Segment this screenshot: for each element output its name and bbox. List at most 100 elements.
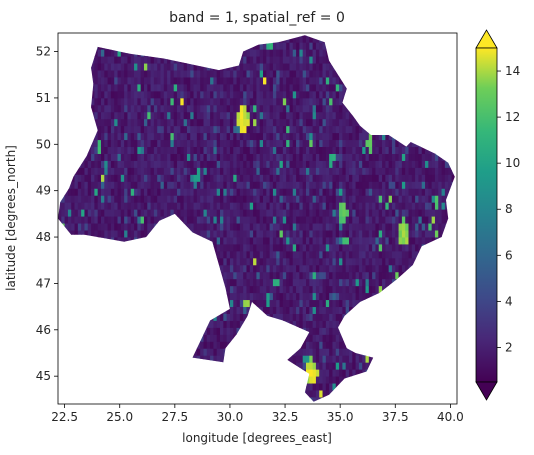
raster-cell [345,250,350,259]
raster-cell [223,146,228,154]
raster-cell [332,209,337,217]
raster-cell [210,181,214,189]
raster-cell [160,188,165,196]
raster-cell [226,90,231,99]
raster-cell [87,153,92,161]
raster-cell [309,153,314,161]
raster-cell [190,63,194,71]
raster-cell [322,90,327,99]
raster-cell [236,195,241,203]
raster-cell [332,292,337,301]
raster-cell [143,139,148,148]
raster-cell [114,230,118,238]
raster-cell [253,216,257,224]
raster-cell [117,63,122,71]
raster-cell [233,125,237,134]
raster-cell [272,250,277,259]
raster-cell [322,278,327,287]
raster-cell [355,362,360,370]
raster-cell [223,118,228,127]
raster-cell [220,153,224,161]
raster-cell [289,77,294,85]
raster-cell [157,160,161,168]
raster-cell [167,77,171,85]
raster-cell [157,70,161,78]
raster-cell [339,104,343,113]
raster-cell [332,118,337,127]
raster-cell [309,390,314,398]
raster-cell [124,209,128,217]
raster-cell [276,84,280,92]
raster-cell [216,160,221,168]
raster-cell [243,63,247,71]
raster-cell [332,362,337,370]
raster-cell [302,299,307,308]
raster-cell [266,292,271,301]
raster-cell [292,306,297,314]
raster-cell [246,139,251,148]
raster-cell [173,153,178,161]
raster-cell [153,181,158,189]
raster-cell [348,230,353,238]
raster-cell [259,223,264,231]
raster-cell [74,181,79,189]
raster-cell [329,376,333,384]
raster-cell [186,202,191,210]
raster-cell [183,70,188,78]
raster-cell [335,257,340,266]
raster-cell [332,181,337,189]
raster-cell [272,174,277,182]
raster-cell [322,223,327,231]
raster-cell [279,174,284,182]
raster-cell [140,63,145,71]
raster-cell [312,49,317,57]
raster-cell [289,146,294,154]
raster-cell [315,167,320,175]
raster-cell [233,63,237,71]
raster-cell [239,195,244,203]
raster-cell [229,271,234,280]
raster-cell [299,299,304,308]
raster-cell [223,313,228,321]
raster-cell [269,278,274,287]
raster-cell [279,63,284,71]
raster-cell [289,299,294,308]
raster-cell [309,299,314,308]
raster-cell [263,160,267,168]
raster-cell [256,181,261,189]
raster-cell [137,230,142,238]
raster-cell [229,77,234,85]
raster-cell [124,49,128,57]
raster-cell [110,153,115,161]
raster-cell [233,209,237,217]
raster-cell [71,202,75,210]
raster-cell [249,216,254,224]
raster-cell [200,181,204,189]
raster-cell [306,160,310,168]
raster-cell [186,132,191,141]
raster-cell [315,139,320,148]
raster-cell [345,278,350,287]
raster-cell [306,118,310,127]
raster-cell [319,334,323,342]
raster-cell [289,202,294,210]
raster-cell [114,195,118,203]
raster-cell [206,188,211,196]
raster-cell [87,188,92,196]
raster-cell [130,84,135,92]
raster-cell [213,320,218,328]
raster-cell [117,56,122,64]
raster-cell [120,174,125,182]
raster-cell [190,146,194,154]
raster-cell [315,209,320,217]
raster-cell [315,313,320,321]
raster-cell [279,153,284,161]
raster-cell [253,97,257,106]
raster-cell [177,84,181,92]
raster-cell [137,139,142,148]
raster-cell [249,167,254,175]
raster-cell [259,202,264,210]
raster-cell [134,181,138,189]
raster-cell [200,223,204,231]
raster-cell [309,167,314,175]
